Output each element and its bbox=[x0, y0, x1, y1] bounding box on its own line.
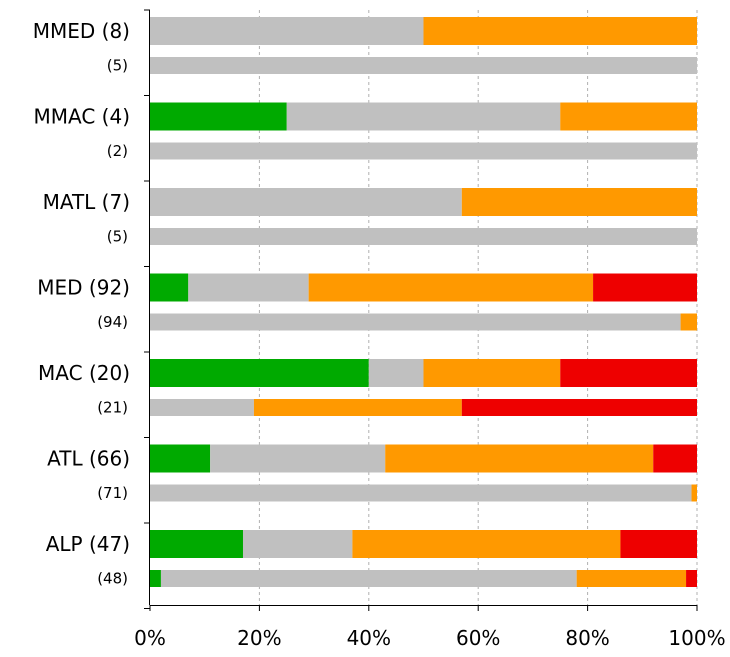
bar-segment bbox=[461, 399, 697, 416]
sub-category-label: (5) bbox=[107, 57, 128, 75]
bar-segment bbox=[560, 359, 697, 387]
bar-segment bbox=[461, 188, 697, 216]
bar-segment bbox=[620, 530, 697, 558]
sub-category-label: (94) bbox=[97, 313, 128, 331]
bar-segment bbox=[160, 570, 577, 587]
bar-segment bbox=[308, 273, 594, 302]
bar-segment bbox=[423, 17, 697, 45]
bar-segment bbox=[253, 399, 462, 416]
axes bbox=[144, 9, 698, 611]
sub-category-label: (5) bbox=[107, 228, 128, 246]
bar-segment bbox=[150, 57, 697, 74]
bar-segment bbox=[150, 313, 681, 331]
bar-segment bbox=[188, 273, 309, 302]
bar-segment bbox=[385, 444, 654, 473]
bar-segment bbox=[150, 530, 243, 558]
bars bbox=[150, 17, 697, 587]
bar-segment bbox=[653, 444, 697, 473]
bar-segment bbox=[352, 530, 621, 558]
x-tick-label: 20% bbox=[237, 626, 281, 650]
bar-segment bbox=[150, 228, 697, 245]
category-label: MMED (8) bbox=[33, 19, 130, 43]
sub-category-label: (21) bbox=[97, 399, 128, 417]
sub-category-label: (71) bbox=[97, 484, 128, 502]
bar-segment bbox=[150, 17, 424, 45]
bar-segment bbox=[150, 570, 161, 587]
bar-segment bbox=[686, 570, 697, 587]
bar-segment bbox=[150, 188, 462, 216]
bar-segment bbox=[150, 359, 369, 387]
category-label: MMAC (4) bbox=[34, 105, 131, 129]
bar-segment bbox=[286, 102, 561, 131]
sub-category-label: (2) bbox=[107, 142, 128, 160]
bar-segment bbox=[150, 273, 189, 302]
bar-segment bbox=[150, 399, 254, 416]
bar-segment bbox=[423, 359, 561, 387]
x-tick-label: 80% bbox=[565, 626, 609, 650]
bar-segment bbox=[150, 444, 211, 473]
category-label: ALP (47) bbox=[46, 532, 130, 556]
bar-segment bbox=[368, 359, 424, 387]
category-label: MATL (7) bbox=[43, 190, 130, 214]
bar-segment bbox=[150, 102, 287, 131]
bar-segment bbox=[576, 570, 687, 587]
category-label: MAC (20) bbox=[38, 361, 130, 385]
bar-segment bbox=[680, 313, 697, 331]
bar-segment bbox=[150, 142, 697, 160]
x-tick-label: 60% bbox=[456, 626, 500, 650]
category-label: ATL (66) bbox=[47, 447, 130, 471]
x-tick-label: 40% bbox=[347, 626, 391, 650]
bar-segment bbox=[210, 444, 386, 473]
x-tick-label: 100% bbox=[668, 626, 725, 650]
sub-category-label: (48) bbox=[97, 570, 128, 588]
bar-segment bbox=[593, 273, 697, 302]
bar-segment bbox=[560, 102, 697, 131]
grid-lines bbox=[258, 10, 698, 605]
bar-segment bbox=[242, 530, 353, 558]
bar-segment bbox=[150, 484, 692, 502]
bar-segment bbox=[691, 484, 697, 502]
category-label: MED (92) bbox=[37, 276, 130, 300]
x-tick-label: 0% bbox=[134, 626, 166, 650]
labels: 0% 20% 40% 60% 80% 100% MMED (8) (5) MMAC (4) (2)… bbox=[33, 19, 726, 650]
